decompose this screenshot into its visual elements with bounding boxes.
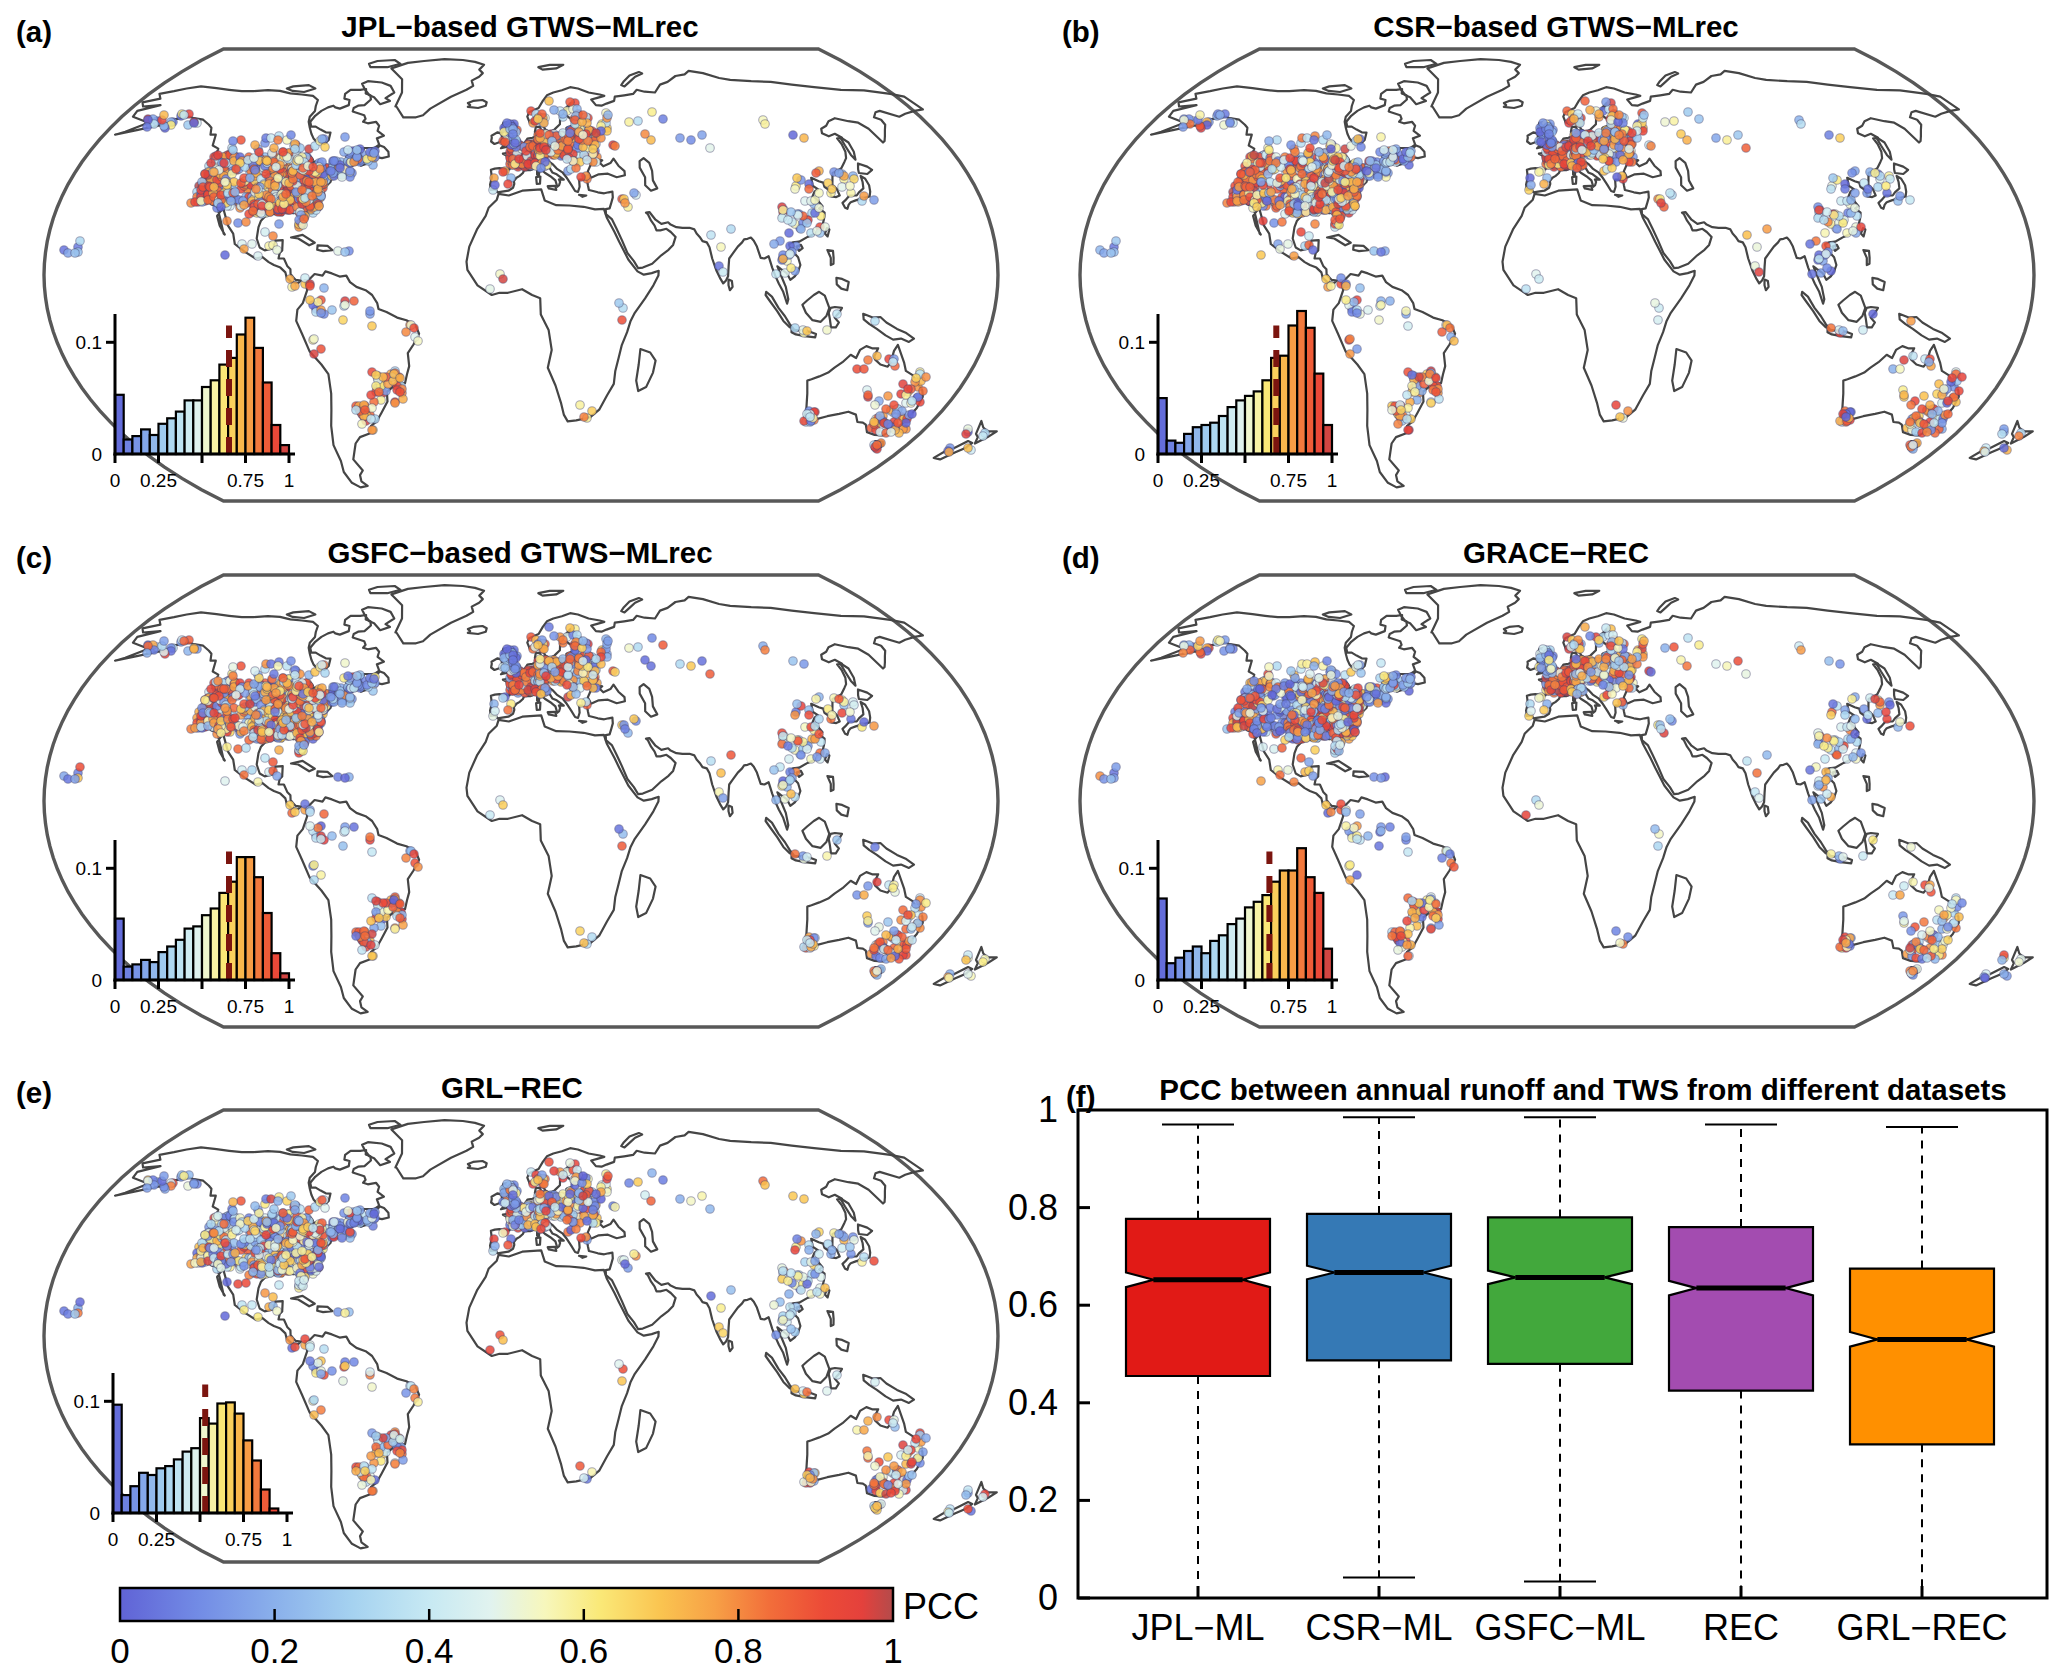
svg-text:(a): (a) bbox=[16, 15, 52, 48]
svg-text:0: 0 bbox=[91, 970, 102, 991]
svg-text:0.2: 0.2 bbox=[1008, 1479, 1058, 1520]
svg-text:0: 0 bbox=[1153, 996, 1164, 1017]
svg-text:1: 1 bbox=[883, 1631, 902, 1669]
svg-text:0.1: 0.1 bbox=[76, 332, 102, 353]
svg-text:0: 0 bbox=[89, 1503, 100, 1524]
svg-text:0: 0 bbox=[110, 996, 121, 1017]
svg-text:0.8: 0.8 bbox=[1008, 1187, 1058, 1228]
svg-text:0: 0 bbox=[110, 470, 121, 491]
svg-text:0.25: 0.25 bbox=[140, 470, 177, 491]
svg-text:0.8: 0.8 bbox=[714, 1631, 763, 1669]
svg-text:JPL−based GTWS−MLrec: JPL−based GTWS−MLrec bbox=[341, 10, 698, 43]
svg-text:1: 1 bbox=[1038, 1089, 1058, 1130]
svg-text:0.4: 0.4 bbox=[405, 1631, 454, 1669]
svg-text:0: 0 bbox=[91, 444, 102, 465]
svg-text:0.1: 0.1 bbox=[74, 1391, 100, 1412]
svg-text:GRACE−REC: GRACE−REC bbox=[1463, 536, 1649, 569]
svg-text:0.1: 0.1 bbox=[76, 858, 102, 879]
svg-text:GRL−REC: GRL−REC bbox=[1836, 1607, 2007, 1648]
svg-text:0.75: 0.75 bbox=[225, 1529, 262, 1550]
svg-text:(e): (e) bbox=[16, 1076, 52, 1109]
svg-text:JPL−ML: JPL−ML bbox=[1131, 1607, 1264, 1648]
svg-text:(f): (f) bbox=[1066, 1080, 1095, 1113]
svg-text:0.6: 0.6 bbox=[559, 1631, 608, 1669]
svg-text:0.6: 0.6 bbox=[1008, 1284, 1058, 1325]
svg-text:1: 1 bbox=[1327, 996, 1338, 1017]
svg-text:GRL−REC: GRL−REC bbox=[441, 1071, 583, 1104]
svg-text:0.4: 0.4 bbox=[1008, 1382, 1058, 1423]
svg-text:0.25: 0.25 bbox=[1183, 996, 1220, 1017]
svg-text:CSR−based GTWS−MLrec: CSR−based GTWS−MLrec bbox=[1373, 10, 1739, 43]
svg-text:0: 0 bbox=[1153, 470, 1164, 491]
svg-text:0.75: 0.75 bbox=[1270, 470, 1307, 491]
svg-text:0.1: 0.1 bbox=[1119, 858, 1145, 879]
svg-text:PCC between annual runoff and: PCC between annual runoff and TWS from d… bbox=[1159, 1073, 2006, 1106]
svg-text:GSFC−based GTWS−MLrec: GSFC−based GTWS−MLrec bbox=[327, 536, 712, 569]
svg-text:REC: REC bbox=[1703, 1607, 1779, 1648]
svg-text:0.75: 0.75 bbox=[1270, 996, 1307, 1017]
svg-text:0: 0 bbox=[108, 1529, 119, 1550]
svg-text:(d): (d) bbox=[1062, 541, 1100, 574]
svg-text:0.1: 0.1 bbox=[1119, 332, 1145, 353]
svg-text:0.75: 0.75 bbox=[227, 996, 264, 1017]
svg-text:GSFC−ML: GSFC−ML bbox=[1474, 1607, 1645, 1648]
svg-text:(b): (b) bbox=[1062, 15, 1100, 48]
svg-text:1: 1 bbox=[284, 996, 295, 1017]
svg-text:0.25: 0.25 bbox=[140, 996, 177, 1017]
svg-text:1: 1 bbox=[282, 1529, 293, 1550]
svg-text:0: 0 bbox=[1134, 444, 1145, 465]
svg-text:0: 0 bbox=[110, 1631, 129, 1669]
svg-text:0.25: 0.25 bbox=[1183, 470, 1220, 491]
svg-text:0.25: 0.25 bbox=[138, 1529, 175, 1550]
svg-text:(c): (c) bbox=[16, 541, 52, 574]
svg-text:CSR−ML: CSR−ML bbox=[1305, 1607, 1452, 1648]
svg-text:0: 0 bbox=[1134, 970, 1145, 991]
svg-text:1: 1 bbox=[1327, 470, 1338, 491]
svg-text:0.2: 0.2 bbox=[250, 1631, 299, 1669]
svg-text:PCC: PCC bbox=[903, 1586, 979, 1627]
svg-text:1: 1 bbox=[284, 470, 295, 491]
svg-text:0: 0 bbox=[1038, 1577, 1058, 1618]
svg-text:0.75: 0.75 bbox=[227, 470, 264, 491]
